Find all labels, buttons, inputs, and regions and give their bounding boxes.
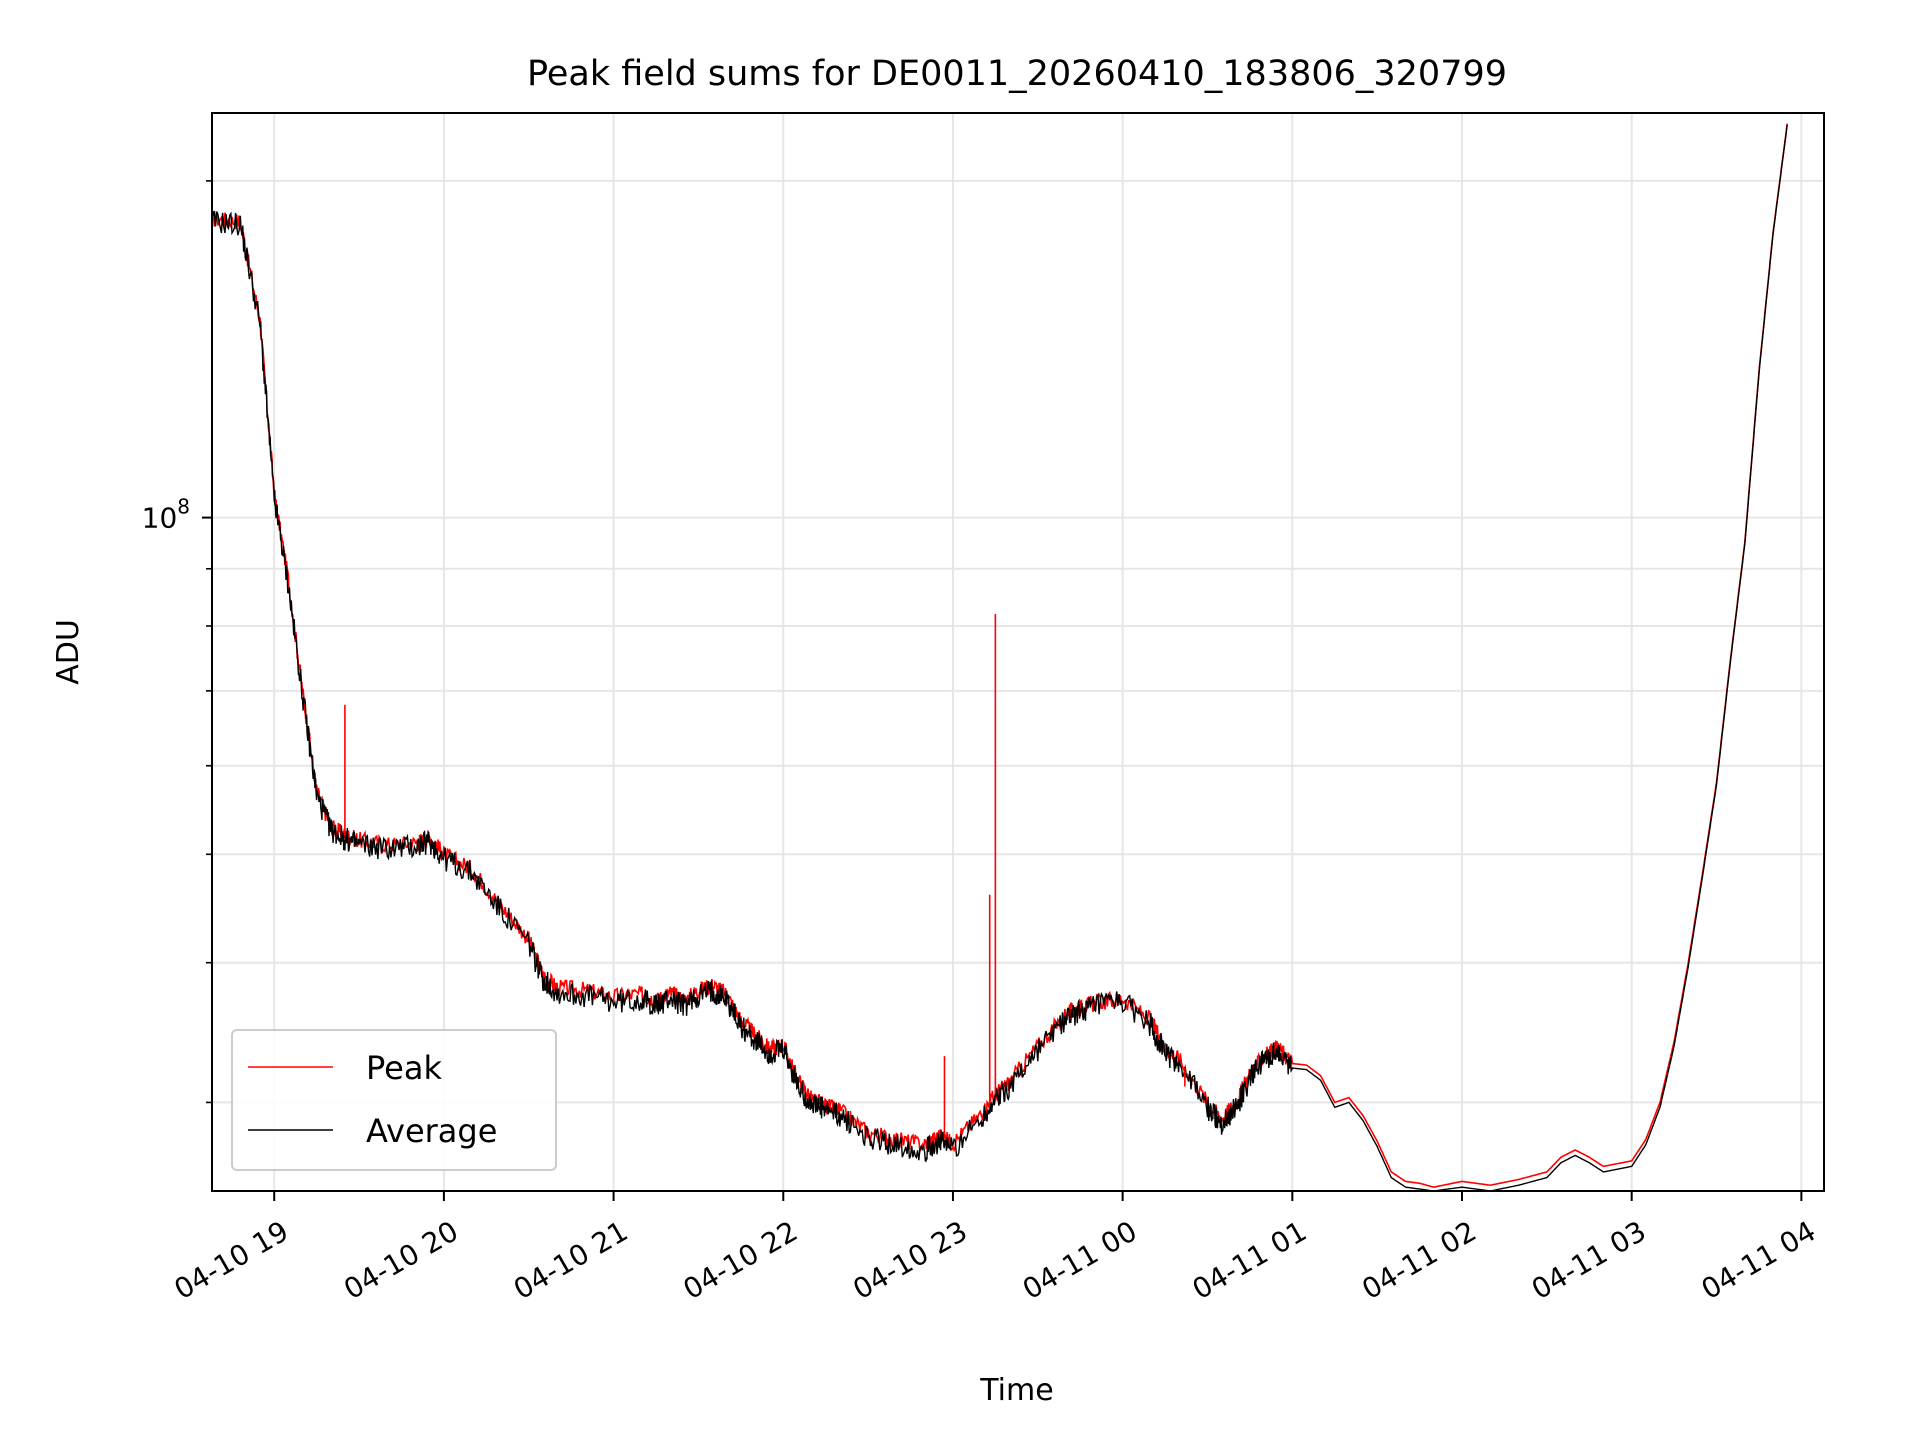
legend-box: [231, 1029, 557, 1171]
y-tick-label-base: 10: [142, 502, 178, 535]
y-tick-label: 108: [142, 495, 190, 535]
plot-series: [212, 123, 1788, 1191]
spike-group: [344, 613, 1186, 1139]
x-axis-label: Time: [979, 1373, 1053, 1408]
legend: Peak Average: [231, 1029, 557, 1171]
legend-label-average: Average: [366, 1112, 497, 1150]
y-axis-label: ADU: [51, 619, 86, 685]
y-axis: 108: [142, 180, 212, 1104]
y-tick-label-exponent: 8: [177, 495, 190, 519]
legend-label-peak: Peak: [366, 1049, 442, 1087]
plot-frame: [211, 112, 1825, 1192]
series-line-average: [212, 124, 1788, 1191]
chart-title: Peak field sums for DE0011_20260410_1838…: [527, 54, 1507, 94]
grid: [212, 113, 1824, 1191]
